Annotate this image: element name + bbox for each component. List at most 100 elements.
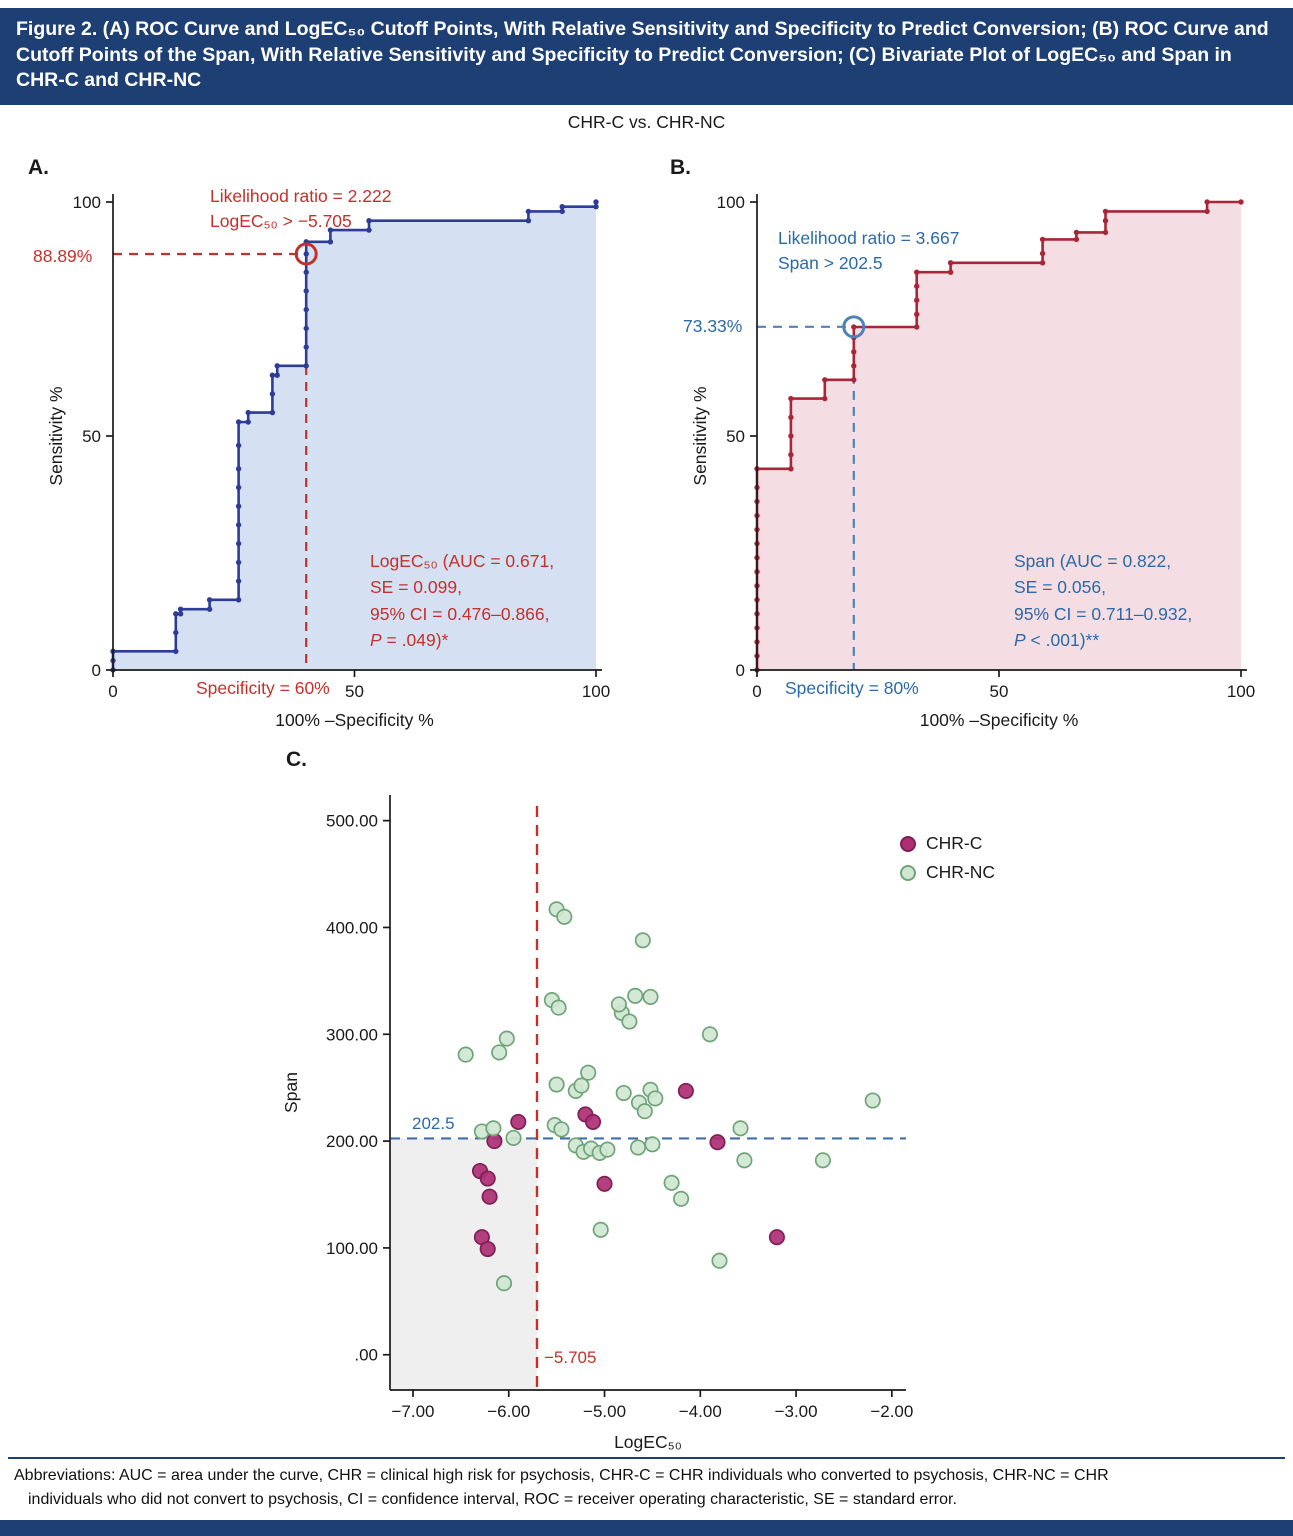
point-CHR-NC: [615, 1084, 632, 1102]
legend-label-chr-c: CHR-C: [926, 833, 983, 853]
point-CHR-C: [768, 1229, 785, 1246]
svg-text:100: 100: [73, 193, 101, 212]
annotation-line: Span (AUC = 0.822,: [1014, 551, 1172, 571]
svg-text:500.00: 500.00: [326, 812, 378, 831]
comparison-subtitle: CHR-C vs. CHR-NC: [567, 112, 726, 132]
point-CHR-NC: [580, 1064, 597, 1081]
figure-title: Figure 2. (A) ROC Curve and LogEC₅₀ Cuto…: [0, 8, 1293, 106]
point-CHR-C: [709, 1134, 726, 1151]
point-CHR-NC: [548, 1076, 565, 1093]
quadrant-shade: [390, 1138, 538, 1390]
point-CHR-NC: [701, 1026, 718, 1043]
svg-text:−6.00: −6.00: [487, 1402, 530, 1421]
panel-b-stats-annotation: Span (AUC = 0.822, SE = 0.056, 95% CI = …: [1014, 548, 1192, 653]
bottom-bar: [0, 1520, 1293, 1536]
svg-text:100: 100: [717, 193, 745, 212]
point-CHR-NC: [556, 908, 573, 925]
point-CHR-NC: [736, 1152, 753, 1169]
svg-text:0: 0: [736, 661, 745, 680]
point-CHR-NC: [592, 1221, 609, 1238]
svg-text:.00: .00: [354, 1346, 378, 1365]
point-CHR-NC: [627, 987, 644, 1004]
svg-text:100: 100: [1227, 682, 1255, 701]
annotation-line: P < .001)**: [1014, 629, 1100, 650]
annotation-line: LogEC₅₀ (AUC = 0.671,: [370, 551, 555, 571]
svg-text:50: 50: [345, 682, 364, 701]
point-CHR-NC: [864, 1092, 881, 1109]
point-CHR-C: [596, 1175, 613, 1192]
panel-a-sensitivity-label: 88.89%: [33, 246, 93, 266]
point-CHR-NC: [495, 1275, 513, 1292]
annotation-line: 95% CI = 0.476–0.866,: [370, 603, 550, 624]
abbreviations-line: individuals who did not convert to psych…: [28, 1491, 957, 1508]
point-CHR-C: [481, 1188, 498, 1205]
svg-text:0: 0: [92, 661, 101, 680]
point-CHR-C: [584, 1113, 602, 1130]
annotation-line: 95% CI = 0.711–0.932,: [1014, 603, 1193, 624]
point-CHR-NC: [642, 988, 659, 1005]
point-CHR-NC: [732, 1120, 749, 1137]
abbreviations-line: Abbreviations: AUC = area under the curv…: [14, 1467, 1109, 1484]
svg-text:300.00: 300.00: [326, 1025, 378, 1044]
point-CHR-NC: [553, 1121, 570, 1138]
point-CHR-NC: [505, 1129, 522, 1146]
panel-a-cutoff-annotation: Likelihood ratio = 2.222 LogEC₅₀ > −5.70…: [210, 184, 391, 233]
annotation-line: Span > 202.5: [778, 252, 883, 273]
legend-label-chr-nc: CHR-NC: [926, 862, 996, 882]
panel-b-sensitivity-label: 73.33%: [683, 316, 743, 336]
annotation-line: LogEC₅₀ > −5.705: [210, 210, 352, 231]
point-CHR-NC: [673, 1190, 690, 1207]
rocA-ylabel: Sensitivity %: [46, 386, 66, 485]
rocB-xlabel: 100% –Specificity %: [920, 710, 1079, 730]
svg-text:400.00: 400.00: [326, 918, 378, 937]
annotation-line: P = .049)*: [370, 629, 449, 650]
point-CHR-NC: [814, 1152, 831, 1169]
panel-b-specificity-label: Specificity = 80%: [785, 678, 919, 698]
scatter-ylabel: Span: [281, 1072, 301, 1113]
chr-c-marker-icon: [900, 835, 916, 852]
panel-c-label: C.: [286, 748, 307, 771]
point-CHR-NC: [485, 1120, 502, 1137]
chr-nc-marker-icon: [900, 864, 916, 881]
point-CHR-NC: [599, 1141, 616, 1158]
svg-text:50: 50: [726, 427, 745, 446]
panel-a-specificity-label: Specificity = 60%: [196, 678, 330, 698]
point-CHR-NC: [636, 1103, 653, 1120]
point-CHR-C: [479, 1170, 496, 1187]
svg-text:100: 100: [582, 682, 610, 701]
svg-text:50: 50: [82, 427, 101, 446]
rocB-cutoff-marker: [842, 315, 866, 339]
svg-text:−4.00: −4.00: [679, 1402, 722, 1421]
panel-a-label: A.: [28, 156, 49, 179]
point-CHR-C: [677, 1082, 694, 1099]
rocA-xlabel: 100% –Specificity %: [275, 710, 434, 730]
rocA-cutoff-marker: [294, 242, 318, 266]
svg-text:100.00: 100.00: [326, 1239, 378, 1258]
panel-b-cutoff-annotation: Likelihood ratio = 3.667 Span > 202.5: [778, 226, 959, 275]
svg-text:−2.00: −2.00: [870, 1402, 913, 1421]
annotation-line: SE = 0.056,: [1014, 577, 1106, 598]
legend-item-chr-c: CHR-C: [900, 833, 995, 854]
point-CHR-NC: [457, 1046, 474, 1063]
panel-b-label: B.: [670, 156, 691, 179]
point-CHR-C: [510, 1113, 527, 1130]
point-CHR-NC: [634, 932, 651, 949]
scatter-xlabel: LogEC₅₀: [614, 1432, 682, 1452]
legend-item-chr-nc: CHR-NC: [900, 862, 995, 883]
point-CHR-NC: [647, 1090, 664, 1107]
point-CHR-NC: [711, 1252, 728, 1269]
scatter-legend: CHR-C CHR-NC: [900, 833, 995, 891]
point-CHR-NC: [498, 1030, 515, 1047]
point-CHR-NC: [621, 1013, 638, 1030]
abbreviations-text: Abbreviations: AUC = area under the curv…: [14, 1464, 1279, 1512]
point-CHR-NC: [573, 1077, 590, 1094]
point-CHR-NC: [629, 1139, 647, 1156]
annotation-line: Likelihood ratio = 2.222: [210, 186, 392, 206]
point-CHR-NC: [663, 1174, 680, 1191]
svg-text:−7.00: −7.00: [391, 1402, 434, 1421]
annotation-line: Likelihood ratio = 3.667: [778, 228, 960, 248]
svg-text:200.00: 200.00: [326, 1132, 378, 1151]
point-CHR-NC: [610, 996, 627, 1013]
